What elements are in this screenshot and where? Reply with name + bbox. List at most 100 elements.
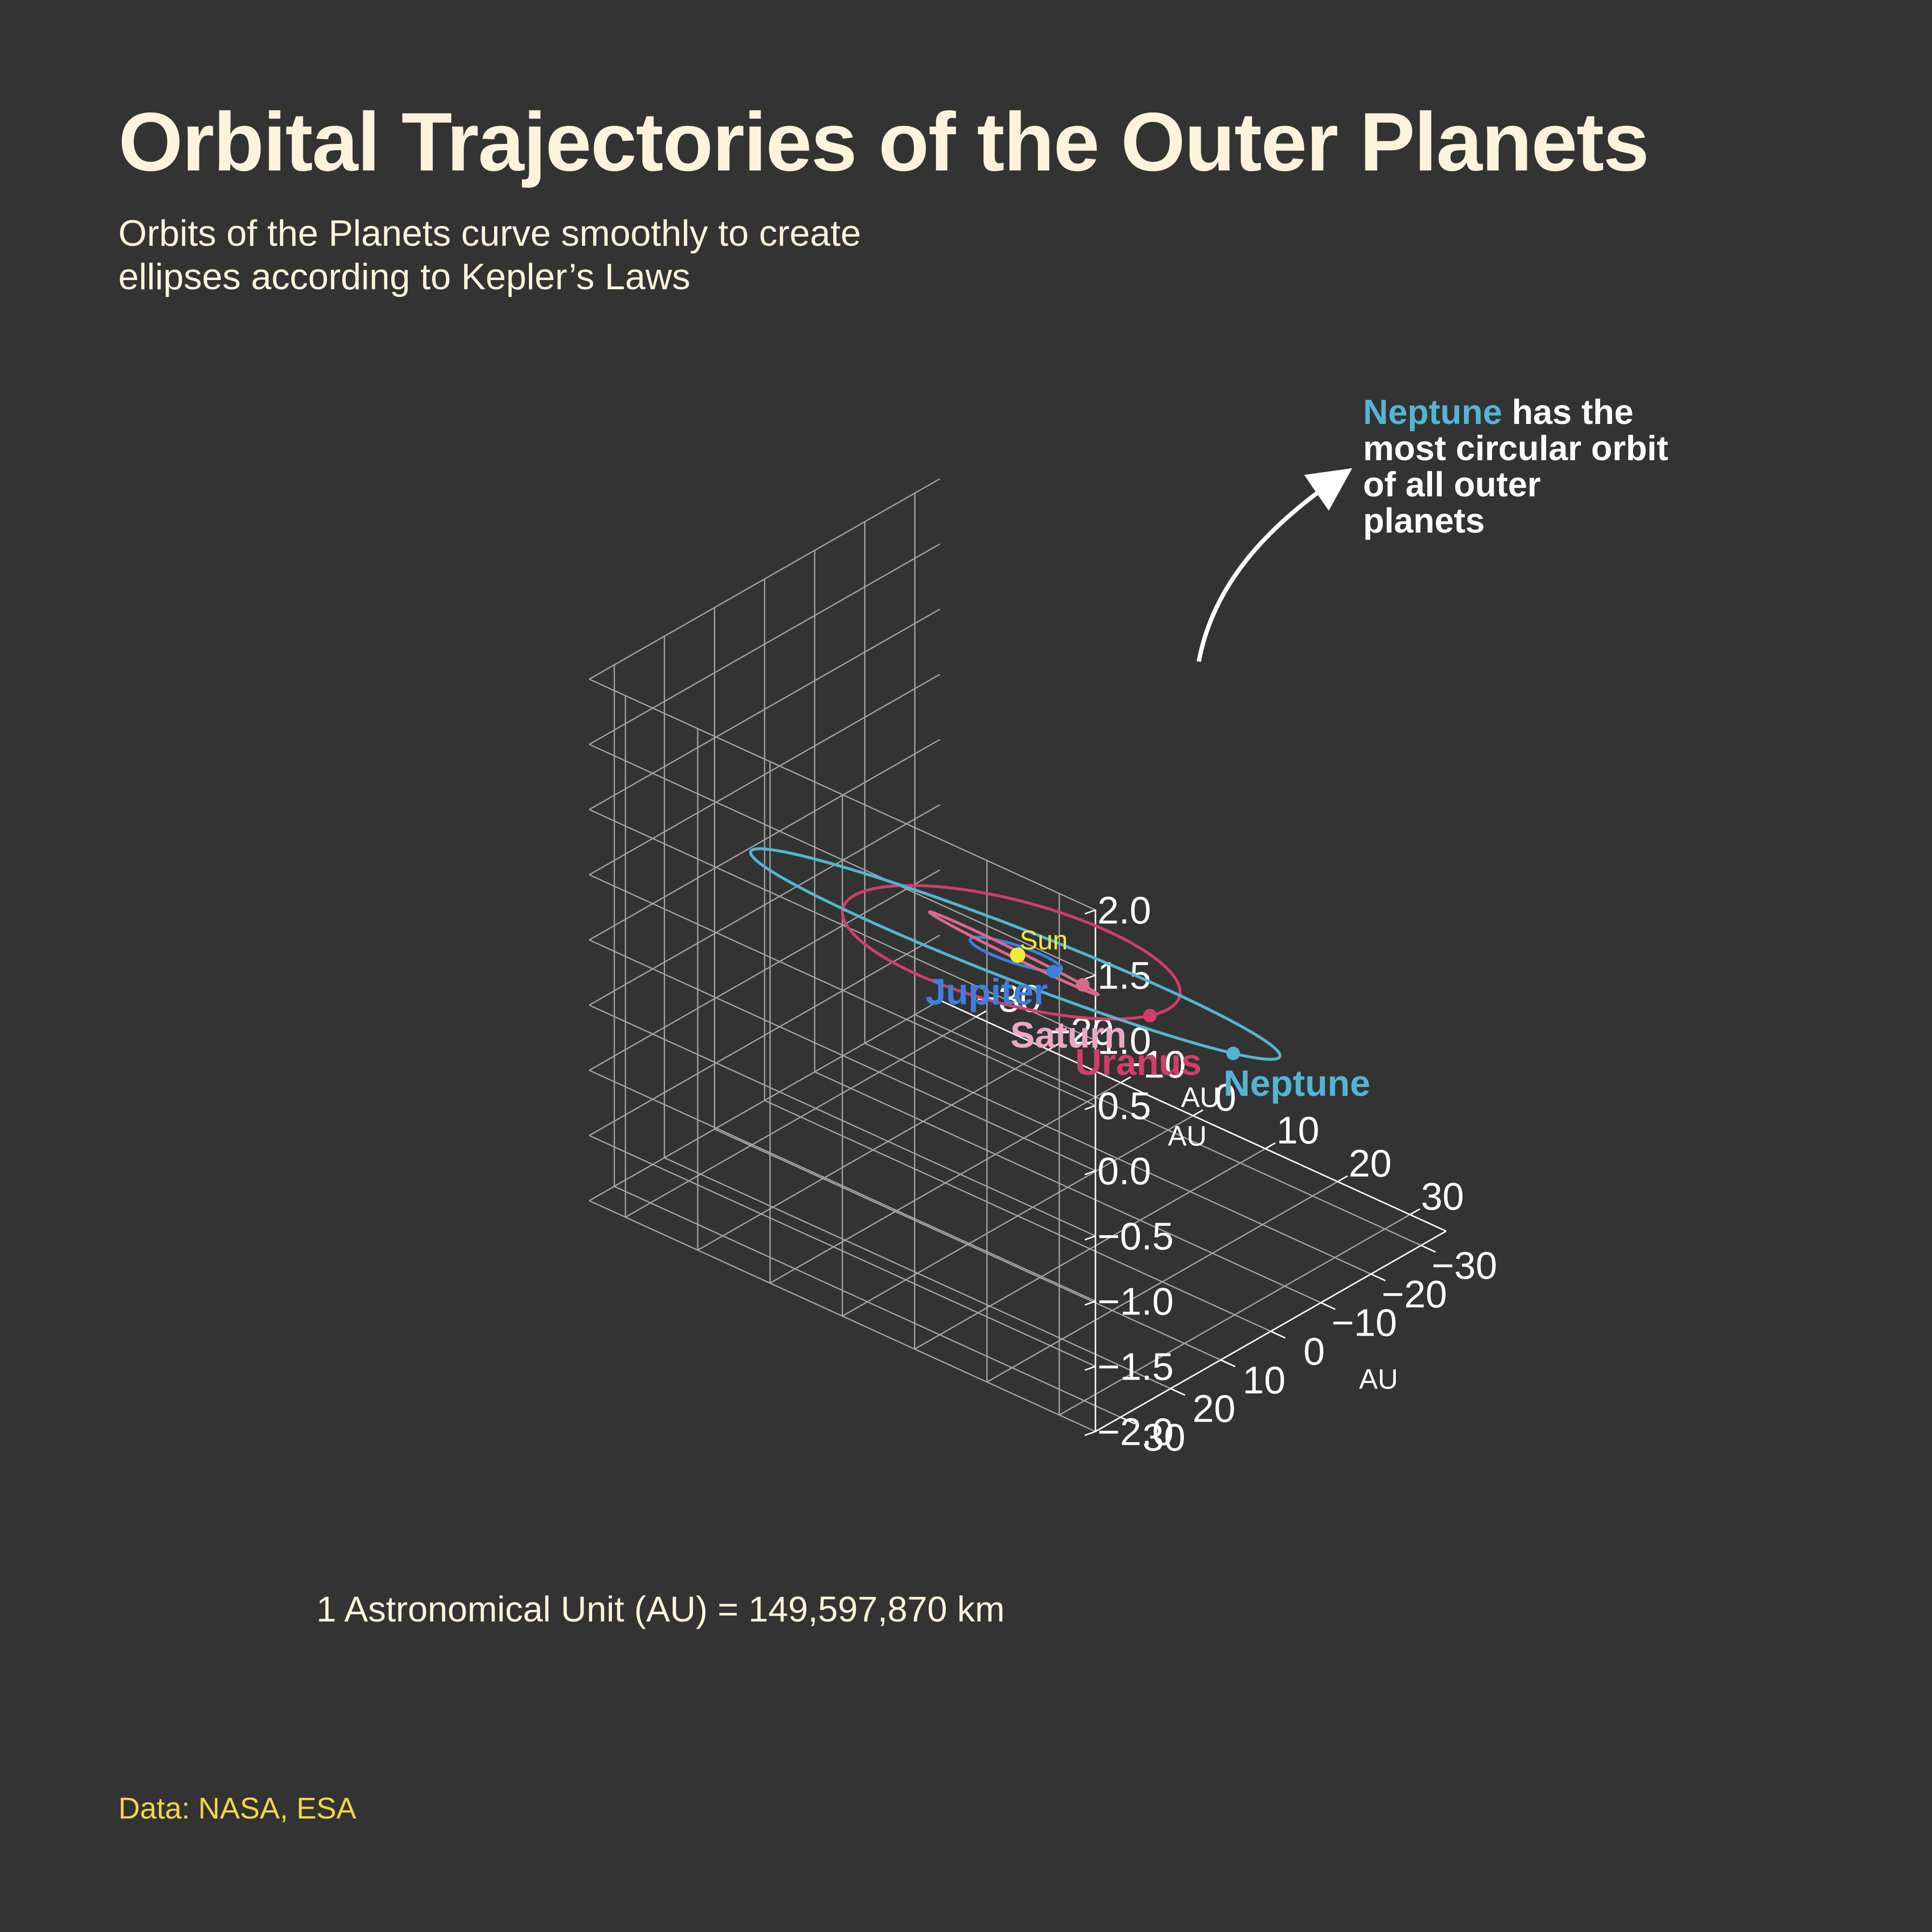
sun-marker bbox=[1010, 947, 1025, 963]
y-tick-label: 20 bbox=[1193, 1387, 1236, 1430]
z-tick-label: −2.0 bbox=[1097, 1410, 1174, 1453]
grid-lines bbox=[589, 478, 1421, 1432]
floor-grid-y bbox=[664, 1157, 1171, 1389]
z-tick-mark bbox=[1084, 1366, 1096, 1371]
z-tick-mark bbox=[1084, 974, 1096, 980]
orbit-paths bbox=[749, 847, 1282, 1061]
y-tick-mark bbox=[1421, 1244, 1436, 1253]
x-tick-mark bbox=[1048, 1043, 1059, 1051]
annotation-line-1: Neptune has the bbox=[1363, 393, 1634, 432]
chart-subtitle-line-1: Orbits of the Planets curve smoothly to … bbox=[118, 213, 861, 254]
right-wall-grid-z bbox=[589, 939, 1096, 1171]
jupiter-label: Jupiter bbox=[925, 972, 1048, 1013]
z-tick-mark bbox=[1084, 1300, 1096, 1306]
y-tick-mark bbox=[1170, 1388, 1186, 1396]
tick-labels: −30−20−100102030−30−20−100102030−2.0−1.5… bbox=[976, 889, 1497, 1459]
annotation-text-1: has the bbox=[1502, 393, 1634, 432]
chart-title: Orbital Trajectories of the Outer Planet… bbox=[118, 96, 1649, 188]
data-source: Data: NASA, ESA bbox=[118, 1792, 356, 1825]
right-wall-grid-z bbox=[589, 809, 1096, 1041]
z-axis-label: AU bbox=[1168, 1121, 1207, 1152]
right-wall-grid-z bbox=[589, 678, 1096, 911]
neptune-marker bbox=[1226, 1046, 1240, 1060]
floor-grid-y bbox=[864, 1043, 1371, 1275]
z-tick-label: −0.5 bbox=[1097, 1215, 1174, 1258]
annotation-line-3: of all outer bbox=[1363, 465, 1541, 504]
annotation-arrow bbox=[1196, 468, 1352, 662]
left-wall-grid-z bbox=[589, 869, 940, 1071]
left-wall-grid-z bbox=[589, 804, 940, 1006]
z-tick-label: 1.5 bbox=[1097, 954, 1151, 997]
saturn-marker bbox=[1076, 978, 1090, 992]
annotation-line-2: most circular orbit bbox=[1363, 429, 1668, 468]
y-tick-mark bbox=[1370, 1273, 1386, 1282]
annotation-line-4: planets bbox=[1363, 502, 1485, 540]
right-wall-grid-z bbox=[589, 1070, 1096, 1302]
neptune-label: Neptune bbox=[1223, 1063, 1370, 1104]
x-tick-mark bbox=[976, 1010, 987, 1017]
floor-grid-y bbox=[714, 1128, 1221, 1361]
neptune-annotation: Neptune has the most circular orbit of a… bbox=[1196, 393, 1668, 662]
x-tick-mark bbox=[1120, 1076, 1131, 1084]
floor-grid-y bbox=[764, 1100, 1271, 1332]
y-tick-label: 10 bbox=[1243, 1358, 1286, 1401]
neptune-orbit bbox=[749, 847, 1282, 1061]
jupiter-marker bbox=[1047, 964, 1061, 978]
z-tick-label: 0.0 bbox=[1097, 1150, 1151, 1193]
floor-grid-y bbox=[814, 1071, 1321, 1303]
right-wall-grid-z bbox=[589, 1200, 1096, 1432]
z-tick-label: −1.5 bbox=[1097, 1345, 1174, 1388]
x-axis-label: AU bbox=[1181, 1082, 1220, 1113]
uranus-marker bbox=[1143, 1009, 1157, 1022]
y-tick-mark bbox=[1321, 1302, 1336, 1310]
uranus-label: Uranus bbox=[1075, 1042, 1202, 1083]
jupiter-orbit bbox=[968, 935, 1063, 973]
left-wall-grid-z bbox=[589, 608, 940, 810]
right-wall-grid-z bbox=[589, 744, 1096, 976]
z-tick-mark bbox=[1084, 1105, 1096, 1110]
y-tick-mark bbox=[1120, 1416, 1136, 1424]
au-conversion-note: 1 Astronomical Unit (AU) = 149,597,870 k… bbox=[316, 1589, 1005, 1629]
x-tick-label: 20 bbox=[1349, 1142, 1392, 1185]
z-tick-mark bbox=[1084, 909, 1096, 915]
right-wall-grid-z bbox=[589, 1004, 1096, 1237]
chart-subtitle-line-2: ellipses according to Kepler’s Laws bbox=[118, 256, 691, 297]
y-tick-label: −30 bbox=[1432, 1244, 1497, 1287]
floor-grid-y bbox=[914, 1014, 1421, 1246]
z-tick-mark bbox=[1084, 1431, 1096, 1436]
annotation-highlight: Neptune bbox=[1363, 393, 1502, 432]
y-tick-mark bbox=[1270, 1330, 1286, 1339]
z-tick-mark bbox=[1084, 1040, 1096, 1045]
right-wall-grid-z bbox=[589, 874, 1096, 1106]
saturn-orbit bbox=[928, 910, 1100, 997]
z-tick-mark bbox=[1084, 1170, 1096, 1175]
y-tick-label: −10 bbox=[1332, 1301, 1397, 1344]
z-tick-label: −1.0 bbox=[1097, 1280, 1174, 1323]
x-tick-mark bbox=[1409, 1208, 1421, 1215]
x-tick-mark bbox=[1337, 1175, 1348, 1183]
z-tick-mark bbox=[1084, 1235, 1096, 1241]
right-wall-grid-z bbox=[589, 1135, 1096, 1367]
x-tick-label: 0 bbox=[1215, 1076, 1236, 1119]
floor-grid-y bbox=[614, 1185, 1121, 1418]
left-wall-grid-z bbox=[589, 543, 940, 745]
left-wall-grid-z bbox=[589, 478, 940, 680]
z-tick-label: 2.0 bbox=[1097, 889, 1151, 932]
x-tick-label: 10 bbox=[1277, 1109, 1320, 1152]
x-tick-mark bbox=[1264, 1142, 1276, 1150]
y-tick-label: 0 bbox=[1304, 1330, 1325, 1373]
left-wall-grid-z bbox=[589, 1000, 940, 1201]
sun-label: Sun bbox=[1020, 925, 1068, 955]
left-wall-grid-z bbox=[589, 739, 940, 941]
x-tick-label: 30 bbox=[1421, 1175, 1464, 1218]
y-axis-label: AU bbox=[1359, 1364, 1398, 1395]
x-tick-label: −10 bbox=[1121, 1043, 1186, 1086]
left-wall-grid-z bbox=[589, 934, 940, 1136]
uranus-orbit bbox=[841, 884, 1182, 1021]
left-wall-grid-z bbox=[589, 674, 940, 875]
planet-markers bbox=[1010, 947, 1240, 1060]
y-tick-label: −20 bbox=[1381, 1272, 1447, 1315]
y-tick-mark bbox=[1220, 1359, 1236, 1368]
